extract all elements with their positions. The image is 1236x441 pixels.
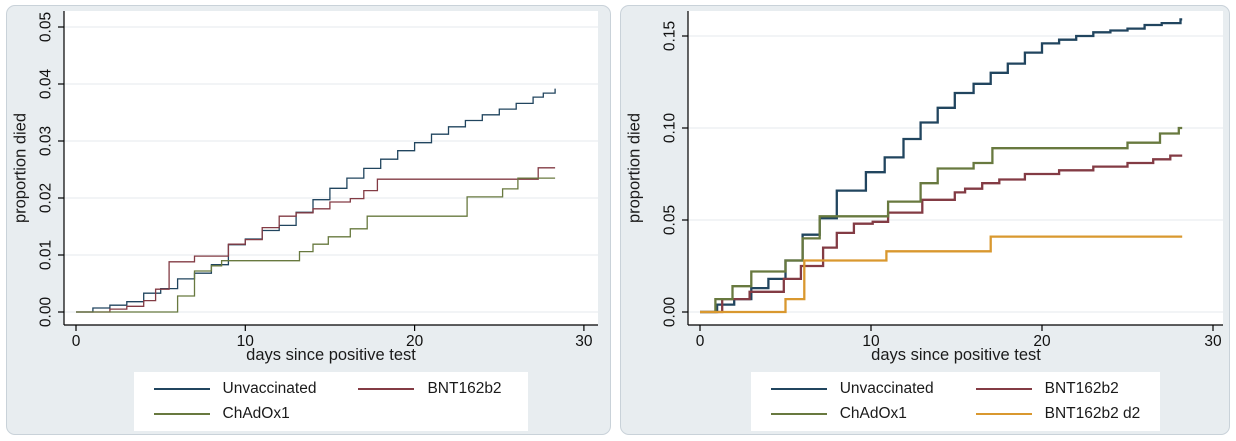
- chart-panel-right: 0.00 0.05 0.10 0.15 0 10 20 30 proportion died …: [620, 5, 1230, 435]
- legend-label: ChAdOx1: [839, 405, 907, 422]
- line-sample-bnt162b2: [975, 387, 1032, 391]
- svg-text:0.05: 0.05: [661, 205, 678, 235]
- line-sample-chadox1: [770, 412, 827, 416]
- svg-text:10: 10: [862, 333, 880, 350]
- svg-text:0.04: 0.04: [37, 69, 54, 100]
- svg-text:0.00: 0.00: [37, 297, 54, 328]
- line-sample-bnt162b2-d2: [975, 412, 1032, 416]
- line-sample-unvaccinated: [770, 387, 827, 391]
- legend-item-unvaccinated: Unvaccinated: [770, 380, 934, 398]
- legend-label: Unvaccinated: [839, 380, 934, 397]
- svg-text:0.02: 0.02: [37, 183, 54, 213]
- plot-area-left: 0.00 0.01 0.02 0.03 0.04 0.05 0 10 20 30: [37, 11, 598, 350]
- svg-text:0.01: 0.01: [37, 240, 54, 270]
- legend-label: Unvaccinated: [222, 380, 317, 397]
- y-axis-title-right: proportion died: [625, 112, 644, 224]
- legend-label: BNT162b2: [1044, 380, 1119, 397]
- legend-box: Unvaccinated BNT162b2 ChAdOx1: [133, 372, 529, 431]
- line-sample-chadox1: [153, 413, 210, 415]
- svg-text:0.03: 0.03: [37, 126, 54, 156]
- svg-text:0: 0: [72, 333, 81, 350]
- legend-item-bnt162b2: BNT162b2: [358, 380, 508, 398]
- svg-text:0.15: 0.15: [661, 21, 678, 51]
- svg-text:20: 20: [1033, 333, 1051, 350]
- legend-item-unvaccinated: Unvaccinated: [153, 380, 317, 398]
- svg-text:10: 10: [237, 333, 255, 350]
- legend-item-chadox1: ChAdOx1: [153, 405, 317, 423]
- y-axis-title-left: proportion died: [11, 112, 30, 224]
- line-sample-unvaccinated: [153, 388, 210, 390]
- legend-item-chadox1: ChAdOx1: [770, 405, 934, 423]
- svg-text:30: 30: [1204, 333, 1222, 350]
- x-axis-title-right: days since positive test: [871, 346, 1041, 364]
- plot-area-right: 0.00 0.05 0.10 0.15 0 10 20 30: [661, 11, 1223, 350]
- legend-label: ChAdOx1: [222, 405, 290, 422]
- svg-text:20: 20: [406, 333, 424, 350]
- svg-text:0.00: 0.00: [661, 297, 678, 328]
- legend-right: Unvaccinated BNT162b2 ChAdOx1 BNT162b2 d…: [688, 372, 1223, 431]
- legend-label: BNT162b2 d2: [1044, 405, 1141, 422]
- svg-text:0.05: 0.05: [37, 12, 54, 42]
- svg-text:0: 0: [696, 333, 705, 350]
- svg-text:0.10: 0.10: [661, 113, 678, 144]
- x-axis-title-left: days since positive test: [246, 346, 416, 364]
- legend-left: Unvaccinated BNT162b2 ChAdOx1: [64, 372, 598, 431]
- line-sample-bnt162b2: [358, 388, 415, 390]
- legend-item-bnt162b2-d2: BNT162b2 d2: [975, 405, 1141, 423]
- svg-text:30: 30: [575, 333, 593, 350]
- legend-label: BNT162b2: [427, 380, 502, 397]
- legend-item-bnt162b2: BNT162b2: [975, 380, 1141, 398]
- legend-box: Unvaccinated BNT162b2 ChAdOx1 BNT162b2 d…: [750, 372, 1161, 431]
- chart-panel-left: 0.00 0.01 0.02 0.03 0.04 0.05 0 10 20 30 proporti…: [6, 5, 611, 435]
